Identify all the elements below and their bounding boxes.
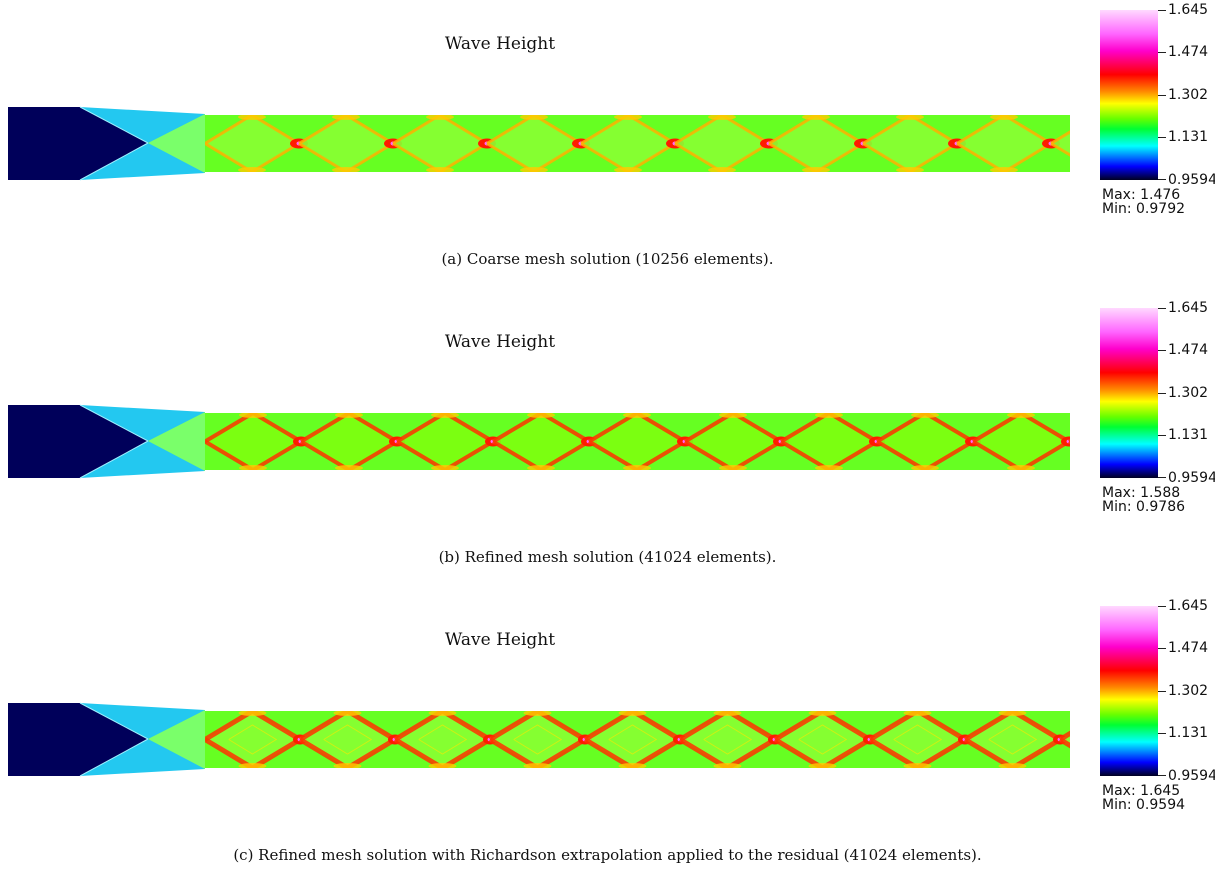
wave-height-field [8,404,1070,479]
colorbar-tick [1158,733,1166,734]
colorbar [1100,10,1158,180]
colorbar-tick [1158,52,1166,53]
min-label: Min: [1102,201,1132,217]
colorbar-tick [1158,95,1166,96]
max-value: 1.645 [1140,783,1181,799]
colorbar-label: 0.9594 [1168,470,1215,486]
min-value: 0.9786 [1136,499,1186,515]
colorbar-label: 1.645 [1168,300,1209,316]
max-label: Max: [1102,187,1136,203]
colorbar-tick [1158,137,1166,138]
colorbar-label: 1.131 [1168,129,1209,145]
colorbar-label: 1.645 [1168,2,1209,18]
colorbar-label: 1.302 [1168,683,1209,699]
colorbar-label: 1.131 [1168,427,1209,443]
colorbar [1100,606,1158,776]
plot-title: Wave Height [444,34,556,54]
min-value: 0.9792 [1136,201,1186,217]
figure-caption: (a) Coarse mesh solution (10256 elements… [441,250,774,268]
colorbar-label: 0.9594 [1168,172,1215,188]
colorbar-tick [1158,477,1166,478]
max-label: Max: [1102,485,1136,501]
max-readout: Max: 1.476 [1102,188,1180,202]
colorbar-tick [1158,393,1166,394]
colorbar-tick [1158,308,1166,309]
wave-height-field [8,106,1070,181]
figure-panel-b: Wave Height 1.645 1.474 1.302 1.131 0.95… [0,298,1215,588]
colorbar-tick [1158,606,1166,607]
figure-panel-a: Wave Height 1.645 1.474 1.302 1.131 0.95… [0,0,1215,290]
wave-height-field [8,702,1070,777]
max-readout: Max: 1.588 [1102,486,1180,500]
colorbar-label: 1.474 [1168,342,1209,358]
max-label: Max: [1102,783,1136,799]
figure-panel-c: Wave Height 1.645 1.474 1.302 1.131 0.95… [0,596,1215,886]
min-value: 0.9594 [1136,797,1186,813]
max-readout: Max: 1.645 [1102,784,1180,798]
colorbar-tick [1158,179,1166,180]
min-label: Min: [1102,499,1132,515]
plot-title: Wave Height [444,332,556,352]
colorbar-tick [1158,10,1166,11]
min-readout: Min: 0.9786 [1102,500,1185,514]
min-readout: Min: 0.9594 [1102,798,1185,812]
max-value: 1.588 [1140,485,1181,501]
colorbar-label: 0.9594 [1168,768,1215,784]
colorbar-label: 1.474 [1168,44,1209,60]
colorbar-label: 1.302 [1168,87,1209,103]
colorbar-label: 1.131 [1168,725,1209,741]
max-value: 1.476 [1140,187,1181,203]
colorbar-tick [1158,775,1166,776]
colorbar-tick [1158,435,1166,436]
colorbar-tick [1158,648,1166,649]
plot-title: Wave Height [444,630,556,650]
colorbar-tick [1158,691,1166,692]
colorbar-label: 1.474 [1168,640,1209,656]
colorbar [1100,308,1158,478]
colorbar-tick [1158,350,1166,351]
figure-caption: (c) Refined mesh solution with Richardso… [233,846,982,864]
colorbar-label: 1.645 [1168,598,1209,614]
min-label: Min: [1102,797,1132,813]
min-readout: Min: 0.9792 [1102,202,1185,216]
figure-caption: (b) Refined mesh solution (41024 element… [438,548,777,566]
colorbar-label: 1.302 [1168,385,1209,401]
